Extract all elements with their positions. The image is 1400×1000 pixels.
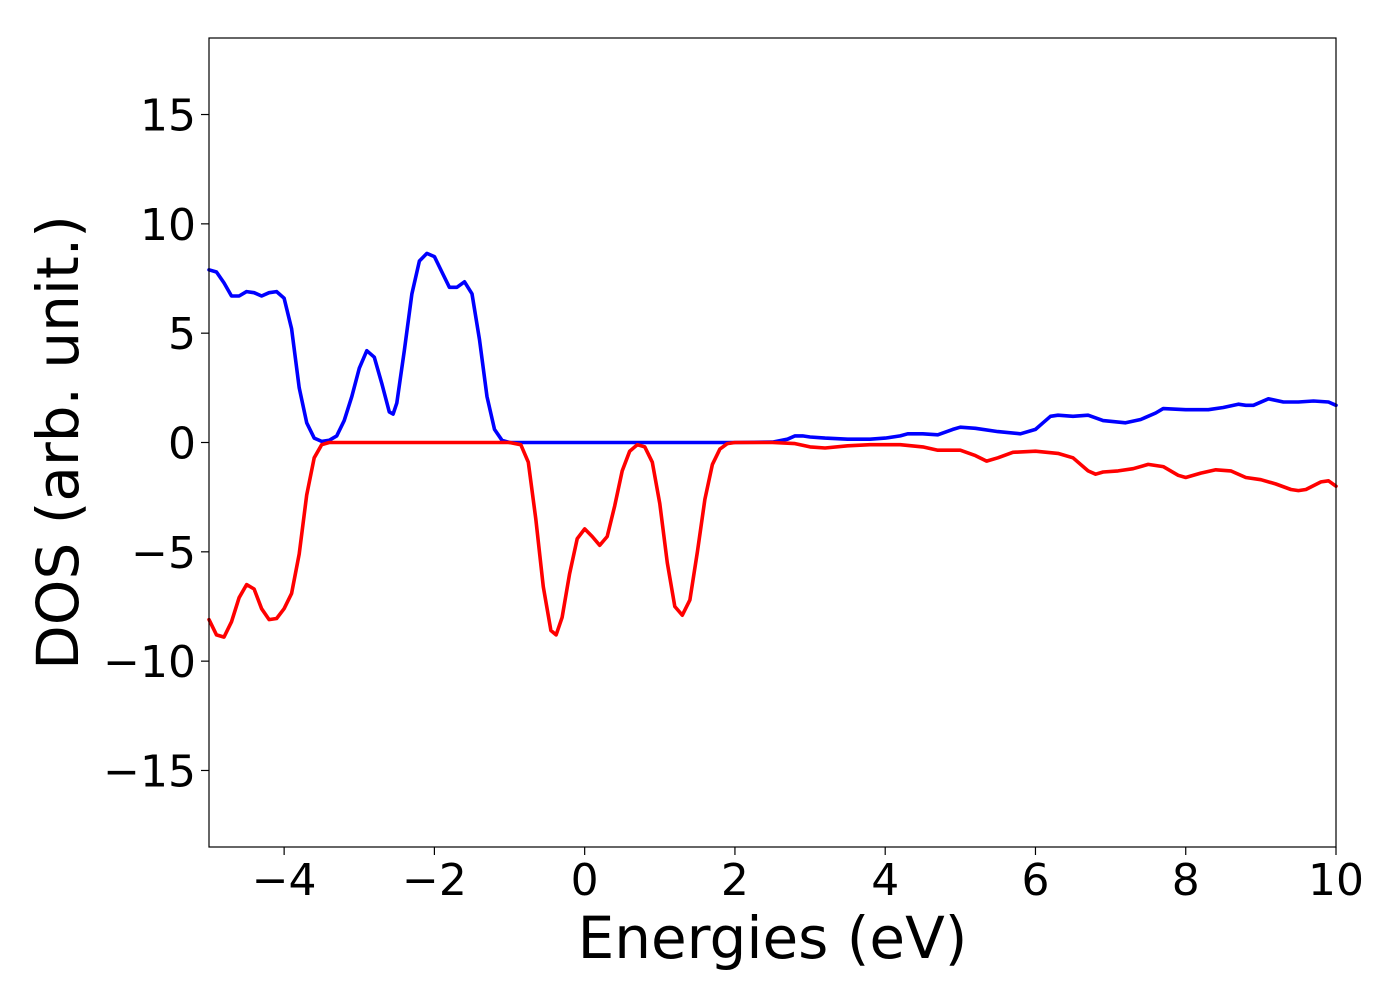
x-tick-label: 2 bbox=[721, 855, 749, 906]
x-tick-label: 0 bbox=[571, 855, 599, 906]
y-tick-label: 15 bbox=[140, 91, 196, 142]
x-tick-label: 6 bbox=[1021, 855, 1049, 906]
y-tick-label: 0 bbox=[168, 419, 196, 470]
y-tick-label: −10 bbox=[103, 637, 196, 688]
series-line-2 bbox=[207, 440, 1338, 639]
y-axis-title: DOS (arb. unit.) bbox=[24, 215, 92, 670]
x-tick-label: 10 bbox=[1308, 855, 1364, 906]
x-tick-label: 8 bbox=[1172, 855, 1200, 906]
series-layer bbox=[207, 251, 1338, 639]
y-tick-label: −5 bbox=[131, 528, 196, 579]
y-tick-label: 5 bbox=[168, 309, 196, 360]
x-tick-label: 4 bbox=[871, 855, 899, 906]
x-tick-label: −2 bbox=[402, 855, 467, 906]
ticks-layer: −4 −2 0 2 4 6 8 10 15 10 5 0 −5 −10 −15 bbox=[103, 91, 1364, 906]
y-tick-label: 10 bbox=[140, 200, 196, 251]
y-tick-label: −15 bbox=[103, 746, 196, 797]
x-tick-label: −4 bbox=[252, 855, 317, 906]
series-line-1 bbox=[207, 251, 1338, 445]
x-axis-title: Energies (eV) bbox=[578, 904, 968, 972]
